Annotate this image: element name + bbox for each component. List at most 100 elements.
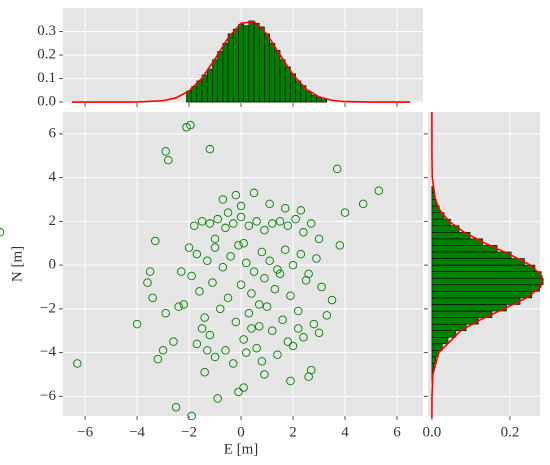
scatter-point [229,219,238,228]
y-axis-label: N [m] [9,246,25,282]
scatter-point [208,278,217,287]
scatter-point [257,357,267,366]
scatter-point [161,308,170,318]
scatter-point [151,236,160,246]
scatter-point [335,241,345,250]
scatter-point [288,260,298,270]
scatter-point [283,221,293,230]
scatter-point [200,313,209,322]
scatter-point [252,217,261,226]
scatter-point [249,188,259,198]
scatter-point [312,254,321,263]
histogram-bar [431,225,460,233]
histogram-bar [431,231,471,240]
scatter-point [169,337,178,346]
y-tick-label: 4 [49,169,57,185]
x-tick-label: −2 [181,424,197,440]
histogram-bar [321,99,328,103]
x-tick-label: −6 [77,424,93,440]
scatter-point [213,214,222,224]
histogram-bar [227,33,234,103]
scatter-point [358,199,368,209]
histogram-bar [431,356,436,364]
scatter-point [252,343,261,353]
scatter-point [221,223,230,233]
x-axis-label: E [m] [224,441,259,457]
scatter-point [306,365,316,375]
scatter-point [306,219,316,228]
histogram-bar [431,277,544,286]
scatter-point [236,280,246,290]
scatter-point [273,265,282,274]
scatter-point [293,324,303,333]
y-tick-label: 0.3 [37,23,56,39]
scatter-point [340,208,350,217]
scatter-point [257,247,267,257]
scatter-point [267,326,277,335]
histogram-bar [196,80,203,103]
scatter-point [286,376,295,386]
scatter-point [0,228,5,237]
histogram-bar [431,245,498,253]
histogram-bar [431,238,483,246]
scatter-point [234,241,243,250]
scatter-point [226,252,235,261]
scatter-point [236,201,246,211]
scatter-point [171,403,181,412]
scatter-point [216,304,225,314]
scatter-point [205,219,215,228]
histogram-bar [431,271,542,279]
scatter-point [267,219,277,228]
scatter-point [260,370,269,379]
y-tick-label: 0.2 [37,46,56,62]
y-tick-label: −6 [40,388,56,404]
scatter-point [241,258,251,268]
histogram-bar [206,68,213,103]
scatter-point [247,289,256,298]
scatter-point [190,221,199,230]
scatter-point [177,267,186,276]
scatter-point [205,330,215,340]
x-tick-label: 4 [341,424,349,440]
histogram-bar [431,264,536,272]
y-tick-label: 6 [49,125,57,141]
scatter-point [244,221,254,230]
scatter-point [296,206,306,215]
histogram-bar [431,310,493,318]
scatter-point [239,238,248,248]
histogram-bar [248,20,255,103]
histogram-bar [431,297,521,305]
histogram-bar [431,336,449,345]
histogram-bar [431,330,457,338]
histogram-bar [201,74,208,103]
scatter-point [275,217,285,226]
histogram-bar [305,91,312,103]
scatter-point [229,359,238,368]
histogram-bar [253,22,260,103]
scatter-point [283,337,293,346]
y-tick-label: 2 [49,213,57,229]
scatter-point [332,164,342,174]
histogram-bar [279,59,286,103]
histogram-bar [274,50,281,103]
density-curve [431,111,543,419]
scatter-point [210,243,220,252]
scatter-point [197,217,207,226]
histogram-bar [431,304,507,312]
histogram-bar [258,26,265,103]
density-curve [72,20,411,103]
x-tick-label: 2 [289,424,297,440]
scatter-point [291,214,300,224]
x-tick-label: 6 [393,424,401,440]
scatter-point [301,276,311,285]
scatter-point [186,120,195,130]
scatter-point [322,311,332,320]
scatter-point [197,324,207,333]
scatter-point [205,144,215,154]
histogram-bar [431,284,540,292]
scatter-point [265,256,274,265]
scatter-point [192,339,202,349]
histogram-bar [238,24,244,103]
x-tick-label: −4 [129,424,145,440]
